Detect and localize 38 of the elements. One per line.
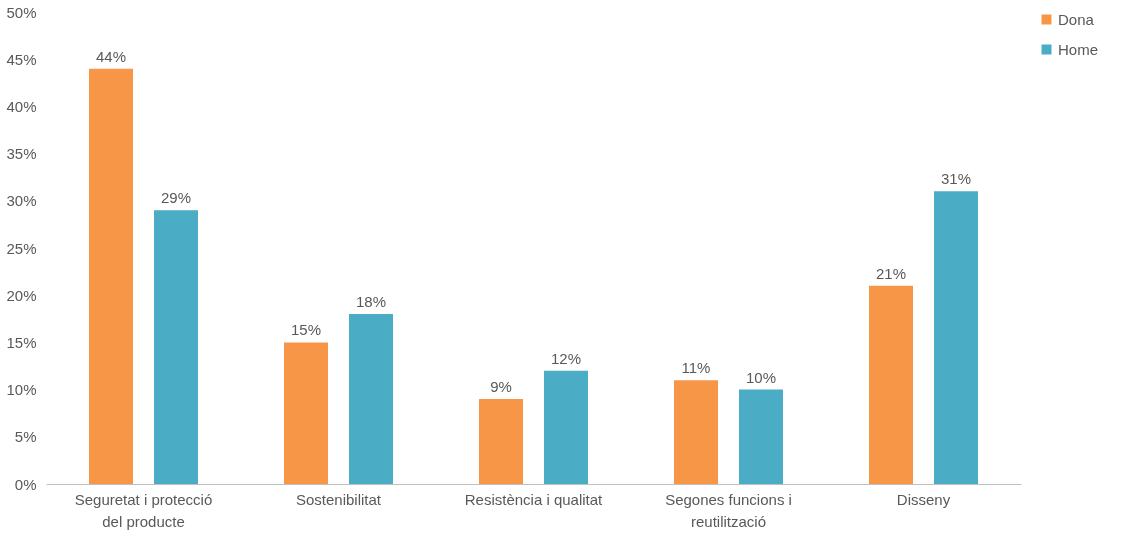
bar (349, 314, 393, 484)
bar (869, 285, 913, 484)
data-label: 44% (95, 47, 127, 65)
y-tick-label: 50% (6, 3, 37, 21)
data-label: 10% (745, 368, 777, 386)
x-tick-label: Sostenibilitat (295, 490, 382, 508)
bar (739, 389, 783, 484)
bar (934, 191, 978, 484)
x-tick-label: Segones funcions i reutilització (665, 490, 792, 530)
data-label: 21% (875, 264, 907, 282)
y-tick-label: 40% (6, 97, 37, 115)
data-label: 18% (355, 293, 387, 311)
data-label: 9% (490, 378, 512, 396)
y-tick-label: 30% (6, 192, 37, 210)
y-tick-label: 20% (6, 286, 37, 304)
x-tick-label: Seguretat i protecció del producte (74, 490, 213, 530)
legend-label: Dona (1058, 10, 1095, 28)
data-label: 12% (550, 349, 582, 367)
y-tick-label: 10% (6, 381, 37, 399)
legend-label: Home (1058, 40, 1099, 58)
y-tick-label: 0% (14, 475, 37, 493)
x-tick-label: Resistència i qualitat (464, 490, 604, 508)
data-label: 11% (681, 359, 711, 377)
bar (89, 68, 133, 484)
y-tick-label: 5% (14, 428, 37, 446)
bar (544, 370, 588, 484)
x-tick-label: Disseny (896, 490, 951, 508)
y-tick-label: 15% (6, 333, 37, 351)
data-label: 29% (160, 189, 192, 207)
y-tick-label: 25% (6, 239, 37, 257)
y-tick-label: 45% (6, 50, 37, 68)
bar (674, 380, 718, 484)
bar (479, 399, 523, 484)
bar (284, 342, 328, 484)
y-tick-label: 35% (6, 145, 37, 163)
data-label: 15% (290, 321, 322, 339)
data-label: 31% (940, 170, 972, 188)
bar (154, 210, 198, 484)
